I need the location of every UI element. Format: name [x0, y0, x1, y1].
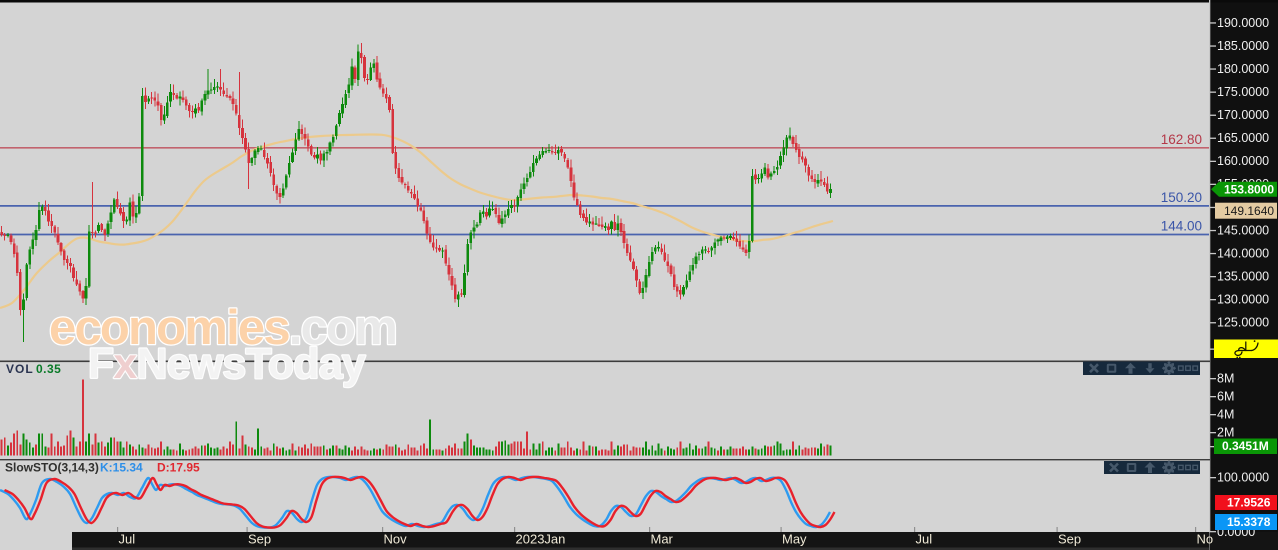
svg-text:D:17.95: D:17.95: [157, 461, 200, 475]
svg-text:SlowSTO(3,14,3): SlowSTO(3,14,3): [5, 461, 99, 475]
svg-text:153.8000: 153.8000: [1224, 183, 1274, 197]
svg-text:VOL: VOL: [6, 362, 34, 376]
svg-text:Jul: Jul: [119, 532, 136, 547]
svg-text:165.0000: 165.0000: [1217, 131, 1269, 145]
svg-text:125.0000: 125.0000: [1217, 316, 1269, 330]
svg-text:No: No: [1197, 532, 1214, 547]
svg-text:15.3378: 15.3378: [1227, 515, 1271, 529]
svg-text:140.0000: 140.0000: [1217, 246, 1269, 260]
svg-text:Mar: Mar: [651, 532, 674, 547]
svg-text:Nov: Nov: [384, 532, 408, 547]
svg-text:180.0000: 180.0000: [1217, 62, 1269, 76]
svg-text:6M: 6M: [1217, 390, 1234, 404]
svg-text:175.0000: 175.0000: [1217, 85, 1269, 99]
svg-text:8M: 8M: [1217, 372, 1234, 386]
svg-text:Sep: Sep: [1058, 532, 1081, 547]
svg-text:190.0000: 190.0000: [1217, 16, 1269, 30]
svg-text:185.0000: 185.0000: [1217, 39, 1269, 53]
svg-text:Jul: Jul: [916, 532, 933, 547]
svg-text:160.0000: 160.0000: [1217, 154, 1269, 168]
svg-text:100.0000: 100.0000: [1217, 471, 1269, 485]
svg-text:May: May: [782, 532, 807, 547]
svg-text:FxNewsToday: FxNewsToday: [88, 341, 366, 388]
svg-text:2023Jan: 2023Jan: [516, 532, 566, 547]
svg-text:2M: 2M: [1217, 426, 1234, 440]
svg-text:0.35: 0.35: [36, 362, 61, 376]
svg-text:0.3451M: 0.3451M: [1222, 439, 1269, 453]
svg-text:144.00: 144.00: [1161, 219, 1202, 234]
svg-text:170.0000: 170.0000: [1217, 108, 1269, 122]
svg-text:4M: 4M: [1217, 408, 1234, 422]
svg-text:135.0000: 135.0000: [1217, 270, 1269, 284]
svg-text:economies.com: economies.com: [49, 301, 396, 355]
svg-text:Sep: Sep: [248, 532, 271, 547]
svg-text:17.9526: 17.9526: [1227, 496, 1271, 510]
svg-text:130.0000: 130.0000: [1217, 293, 1269, 307]
svg-text:149.1640: 149.1640: [1224, 204, 1274, 218]
svg-text:K:15.34: K:15.34: [100, 461, 143, 475]
svg-text:145.0000: 145.0000: [1217, 223, 1269, 237]
svg-text:150.20: 150.20: [1161, 190, 1202, 205]
svg-text:162.80: 162.80: [1161, 132, 1202, 147]
